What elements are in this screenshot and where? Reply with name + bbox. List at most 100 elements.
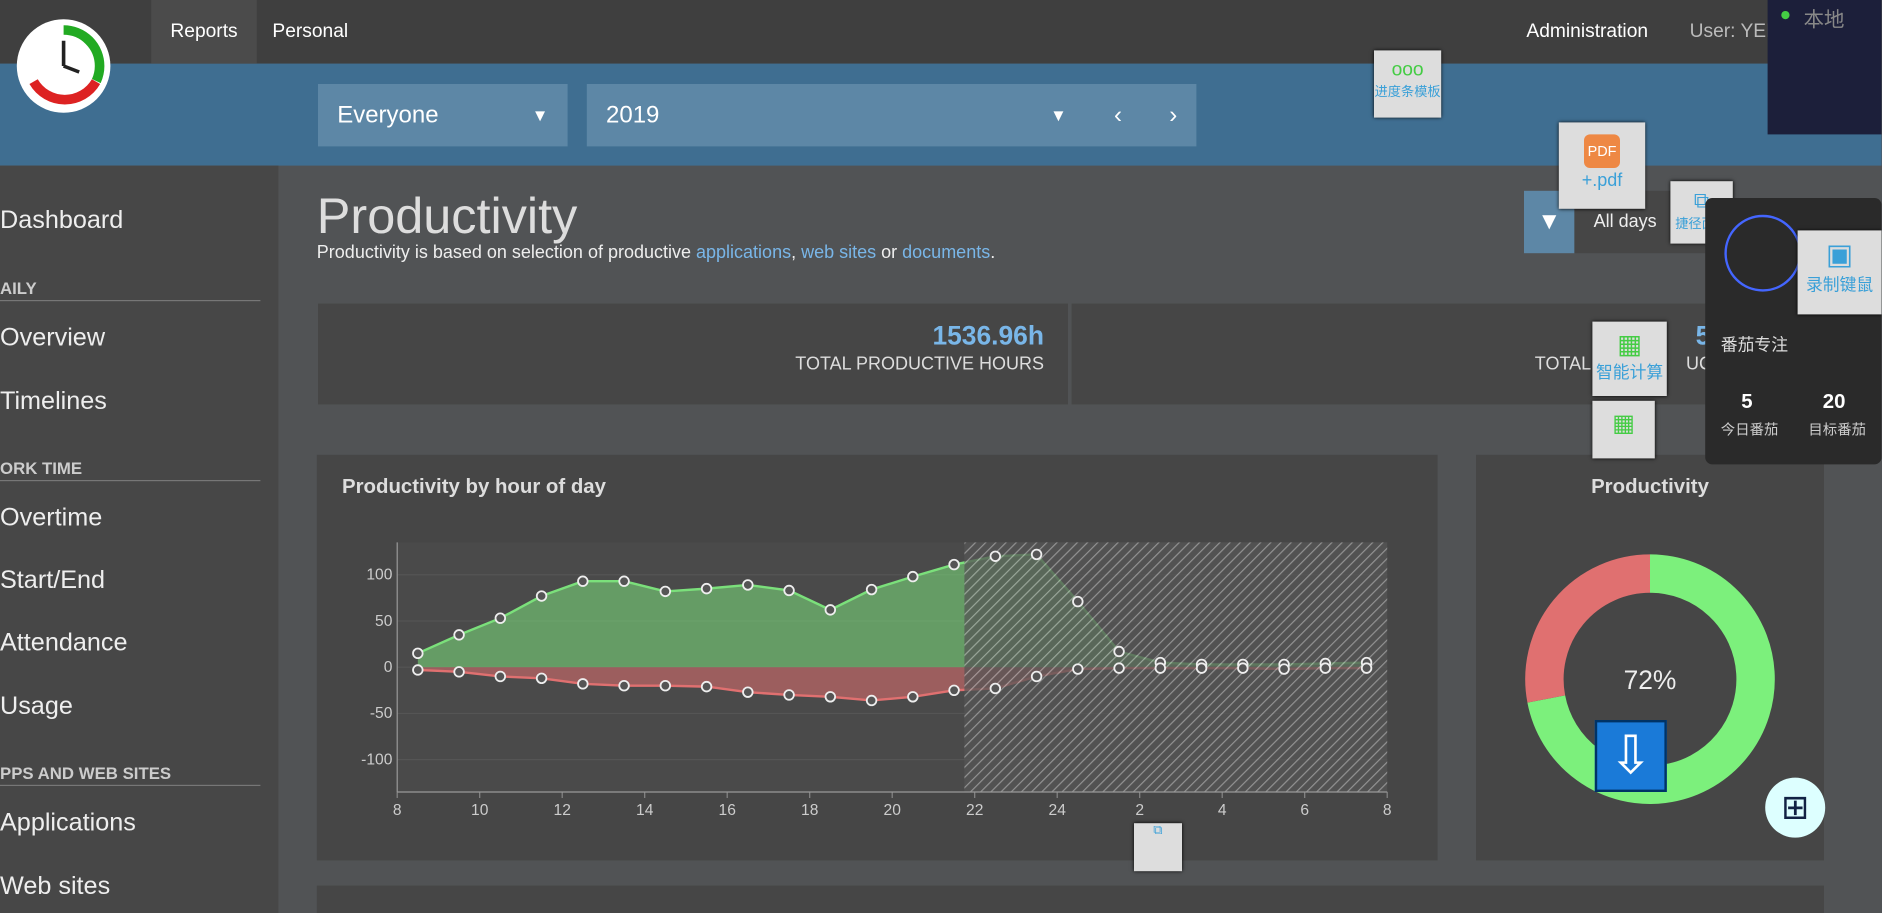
tool-button[interactable]: PDF +.pdf <box>1558 122 1646 209</box>
y-tick-label: 0 <box>384 659 393 676</box>
person-select[interactable]: Everyone ▼ <box>318 84 568 147</box>
point <box>907 570 919 583</box>
select-text: 2019 <box>606 102 660 129</box>
dot: ● <box>1779 4 1792 26</box>
point <box>948 558 960 571</box>
y-tick-label: 50 <box>375 613 393 630</box>
side-header: AILY <box>0 278 261 302</box>
link[interactable]: web sites <box>801 242 877 263</box>
local-label: 本地 <box>1803 8 1845 32</box>
point <box>783 584 795 597</box>
local-panel: ● 本地 <box>1767 0 1882 135</box>
point <box>659 679 672 692</box>
period-select[interactable]: 2019 ▼ ‹ › <box>586 84 1197 147</box>
point <box>948 684 960 697</box>
y-tick-label: -100 <box>361 751 393 768</box>
tool-button[interactable]: ⧉ <box>1134 823 1182 872</box>
logo[interactable] <box>16 19 111 113</box>
stat-label: TOTAL PRODUCTIVE HOURS <box>795 354 1044 375</box>
stat-card: 5 TOTAL UCT <box>1071 303 1823 405</box>
chart-title: Productivity by hour of day <box>342 476 607 498</box>
download-icon[interactable]: ⇩ <box>1594 720 1667 793</box>
x-tick-label: 20 <box>884 802 902 819</box>
point <box>618 575 630 587</box>
nav-admin[interactable]: Administration <box>1526 21 1649 42</box>
tool-button[interactable]: ooo 进度条模板 <box>1374 50 1442 118</box>
point <box>865 694 878 707</box>
hatched-region <box>964 542 1388 793</box>
point <box>1113 645 1125 658</box>
side-item[interactable]: Usage <box>0 692 73 720</box>
link[interactable]: documents <box>902 242 991 263</box>
y-tick-label: 100 <box>366 567 392 584</box>
side-item[interactable]: Timelines <box>0 387 107 416</box>
point <box>494 612 507 624</box>
point <box>824 604 837 616</box>
side-item[interactable]: Start/End <box>0 566 106 594</box>
point <box>1072 663 1084 675</box>
point <box>412 664 424 676</box>
x-tick-label: 14 <box>636 802 654 819</box>
link[interactable]: applications <box>696 242 792 263</box>
point <box>535 672 548 684</box>
side-header: ORK TIME <box>0 458 261 482</box>
point <box>824 691 837 703</box>
chart-title: Productivity <box>1591 476 1709 498</box>
point <box>865 583 878 596</box>
side-item[interactable]: Web sites <box>0 872 111 901</box>
donut-slice <box>1527 554 1775 804</box>
side-item[interactable]: Overtime <box>0 504 103 532</box>
point <box>1360 662 1373 674</box>
side-item[interactable]: Applications <box>0 808 136 837</box>
tool-button[interactable]: ▣ 录制键鼠 <box>1797 230 1882 315</box>
point <box>989 682 1002 695</box>
text: , <box>791 242 797 263</box>
side-item[interactable]: Overview <box>0 324 106 352</box>
point <box>742 579 754 591</box>
tool-button[interactable]: ▦ 智能计算 <box>1592 321 1667 397</box>
filter-button[interactable]: ▼ <box>1524 190 1575 254</box>
tool-label: 录制键鼠 <box>1806 274 1874 294</box>
stat-card: 1536.96h TOTAL PRODUCTIVE HOURS <box>318 303 1068 405</box>
point <box>618 679 630 692</box>
area <box>417 667 1367 701</box>
x-tick-label: 24 <box>1049 802 1067 819</box>
prev[interactable]: ‹ <box>1113 102 1122 129</box>
side-item[interactable]: Attendance <box>0 628 128 657</box>
x-tick-label: 8 <box>393 802 402 819</box>
x-tick-label: 22 <box>966 802 983 819</box>
point <box>1278 663 1290 675</box>
point <box>412 647 424 660</box>
nav-tab[interactable]: Personal <box>272 21 349 42</box>
play[interactable] <box>1724 214 1802 292</box>
point <box>1154 662 1167 674</box>
stat-value: 1536.96h <box>932 320 1044 351</box>
text: or <box>881 242 898 263</box>
x-tick-label: 12 <box>554 802 571 819</box>
sidebar <box>0 165 279 913</box>
side-item[interactable]: Dashboard <box>0 206 124 235</box>
panel-label: 今日番茄 <box>1720 421 1779 439</box>
caret: ▼ <box>531 105 549 125</box>
panel-label: 目标番茄 <box>1808 421 1867 439</box>
select-text: Everyone <box>337 102 439 129</box>
point <box>577 678 589 690</box>
apps-button[interactable]: ⊞ <box>1765 777 1826 838</box>
panel-label: 番茄专注 <box>1720 334 1789 354</box>
point <box>742 686 754 698</box>
point <box>453 666 465 678</box>
panel-count: 5 <box>1741 390 1753 413</box>
page-title: Productivity <box>316 187 578 244</box>
point <box>989 550 1002 562</box>
next[interactable]: › <box>1169 102 1178 129</box>
tool-button[interactable]: ▦ <box>1592 400 1655 459</box>
stat-label: TOTAL <box>1534 354 1592 375</box>
point <box>1072 595 1084 608</box>
tool-label: +.pdf <box>1581 170 1623 191</box>
x-tick-label: 10 <box>471 802 489 819</box>
x-tick-label: 18 <box>801 802 818 819</box>
point <box>1195 662 1208 674</box>
nav-tab[interactable]: Reports <box>151 0 257 64</box>
